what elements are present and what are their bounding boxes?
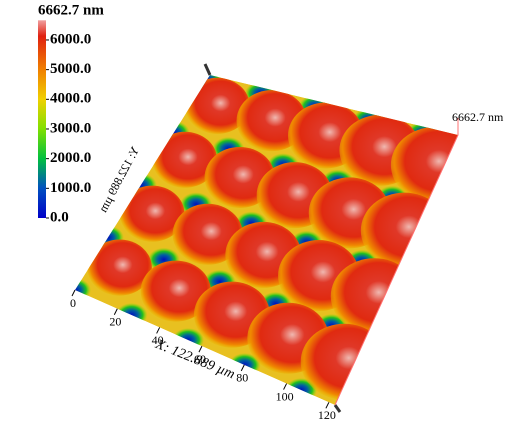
- x-tick: [113, 308, 118, 315]
- colorbar: [38, 20, 46, 218]
- x-tick-label: 120: [318, 408, 336, 422]
- x-tick-label: 100: [276, 389, 294, 403]
- bump: [390, 127, 458, 203]
- x-tick-label: 20: [109, 314, 121, 328]
- colorbar-tick-label: 1000.0: [50, 180, 91, 196]
- surface: [75, 75, 493, 405]
- x-tick-label: 80: [236, 371, 248, 385]
- x-tick: [283, 383, 288, 390]
- z-label: 6662.7 nm: [452, 110, 504, 124]
- colorbar-title: 6662.7 nm: [38, 2, 104, 18]
- colorbar-tick-label: 2000.0: [50, 150, 91, 166]
- axis-pole: [203, 63, 212, 76]
- bump: [360, 192, 449, 269]
- colorbar-tick-label: 5000.0: [50, 61, 91, 77]
- x-tick: [198, 345, 203, 353]
- x-tick: [156, 327, 161, 334]
- x-tick: [325, 402, 330, 409]
- pit: [401, 268, 434, 293]
- box-edge: [334, 118, 459, 406]
- colorbar-tick-label: 4000.0: [50, 91, 91, 107]
- pit: [371, 335, 404, 360]
- bump: [300, 323, 389, 400]
- x-tick-label: 60: [194, 352, 206, 366]
- bump: [185, 77, 250, 134]
- bump: [87, 239, 152, 296]
- x-tick-label: 0: [70, 296, 76, 310]
- colorbar-tick-label: 0.0: [50, 209, 69, 225]
- bump: [152, 131, 218, 188]
- bump: [330, 258, 419, 335]
- pit: [341, 403, 374, 405]
- pit: [430, 201, 458, 226]
- bump: [119, 185, 185, 242]
- x-tick: [71, 289, 76, 297]
- pit: [461, 135, 493, 159]
- colorbar-tick-label: 3000.0: [50, 120, 91, 136]
- x-tick: [240, 364, 245, 372]
- colorbar-tick-label: 6000.0: [50, 31, 91, 47]
- axis-pole: [333, 404, 342, 413]
- x-tick-label: 40: [152, 333, 164, 347]
- bump: [140, 260, 211, 322]
- bump: [172, 203, 243, 265]
